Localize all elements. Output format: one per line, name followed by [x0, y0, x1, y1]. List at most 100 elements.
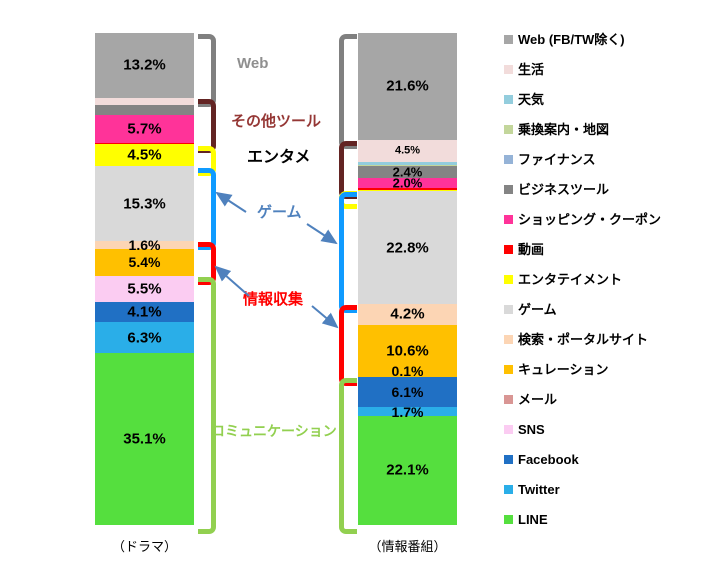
- segment-value-label: 15.3%: [123, 195, 166, 213]
- legend-swatch-icon: [504, 184, 513, 194]
- legend-item: キュレーション: [504, 354, 661, 384]
- bracket-web: [339, 34, 357, 149]
- legend-swatch-icon: [504, 394, 513, 404]
- connector-arrow: [311, 305, 339, 329]
- axis-label-drama: （ドラマ）: [111, 539, 177, 554]
- segment-value-label: 22.1%: [386, 461, 429, 479]
- legend-swatch-icon: [504, 244, 513, 254]
- segment-value-label: 4.2%: [390, 305, 425, 323]
- segment-value-label: 5.7%: [127, 120, 162, 138]
- legend-swatch-icon: [504, 64, 513, 74]
- axis-label-info: （情報番組）: [368, 539, 447, 554]
- legend-label: メール: [518, 391, 558, 407]
- bar-segment: 4.2%: [358, 303, 457, 325]
- bar-segment: [95, 143, 194, 145]
- legend-item: SNS: [504, 414, 661, 444]
- segment-value-label: 13.2%: [123, 56, 166, 74]
- legend-item: ビジネスツール: [504, 174, 661, 204]
- legend-label: 検索・ポータルサイト: [518, 331, 649, 347]
- legend-item: 検索・ポータルサイト: [504, 324, 661, 354]
- bracket-web: [198, 34, 216, 107]
- group-label-comm: コミュニケーション: [211, 423, 337, 439]
- bar-segment: [95, 104, 194, 116]
- bracket-comm: [198, 276, 216, 534]
- bracket-tools: [198, 98, 216, 154]
- bracket-info: [198, 242, 216, 285]
- bracket-info: [339, 304, 357, 386]
- legend-label: 乗換案内・地図: [518, 121, 610, 137]
- legend-swatch-icon: [504, 274, 513, 284]
- legend-item: メール: [504, 384, 661, 414]
- bar-segment: 4.5%: [95, 144, 194, 167]
- connector-arrow: [215, 191, 247, 213]
- bracket-comm: [339, 377, 357, 534]
- bar-segment: 21.6%: [358, 33, 457, 140]
- bar-segment: 22.8%: [358, 191, 457, 304]
- legend-swatch-icon: [504, 214, 513, 224]
- segment-value-label: 0.1%: [391, 363, 424, 380]
- segment-value-label: 10.6%: [386, 342, 429, 360]
- bar-segment: 4.5%: [358, 139, 457, 162]
- bar-segment: [358, 187, 457, 190]
- bar-segment: [358, 189, 457, 192]
- legend-item: LINE: [504, 504, 661, 534]
- bar-segment: [358, 161, 457, 165]
- legend-item: 乗換案内・地図: [504, 114, 661, 144]
- bar-segment: 1.7%: [358, 405, 457, 419]
- legend: Web (FB/TW除く) 生活天気乗換案内・地図 ファイナンス ビジネスツールショッ…: [504, 24, 661, 534]
- legend-label: ファイナンス: [518, 151, 596, 167]
- bar-segment: 22.1%: [358, 415, 457, 525]
- legend-label: ゲーム: [518, 301, 557, 317]
- legend-label: キュレーション: [518, 361, 609, 377]
- bar-segment: 2.0%: [358, 175, 457, 191]
- bar-segment: 5.5%: [95, 275, 194, 303]
- legend-label: SNS: [518, 421, 545, 437]
- legend-item: 生活: [504, 54, 661, 84]
- group-label-tools: その他ツール: [231, 113, 322, 130]
- segment-value-label: 4.5%: [127, 146, 162, 164]
- bar-segment: 1.6%: [95, 237, 194, 254]
- legend-item: エンタテイメント: [504, 264, 661, 294]
- legend-swatch-icon: [504, 304, 513, 314]
- legend-swatch-icon: [504, 34, 513, 44]
- segment-value-label: 22.8%: [386, 239, 429, 257]
- legend-swatch-icon: [504, 454, 513, 464]
- legend-swatch-icon: [504, 484, 513, 494]
- legend-item: Facebook: [504, 444, 661, 474]
- segment-value-label: 6.1%: [391, 384, 424, 401]
- group-label-web: Web: [237, 55, 269, 72]
- legend-label: ショッピング・クーポン: [518, 211, 662, 227]
- legend-label: 天気: [518, 91, 545, 107]
- segment-value-label: 2.0%: [392, 175, 423, 191]
- segment-value-label: 21.6%: [386, 77, 429, 95]
- group-label-game: ゲーム: [257, 204, 302, 221]
- segment-value-label: 5.5%: [127, 280, 162, 298]
- bar-segment: 35.1%: [95, 353, 194, 525]
- legend-item: Twitter: [504, 474, 661, 504]
- legend-item: 天気: [504, 84, 661, 114]
- connector-arrow: [306, 223, 338, 245]
- bar-segment: [358, 164, 457, 167]
- legend-swatch-icon: [504, 334, 513, 344]
- bar-segment: 5.4%: [95, 249, 194, 276]
- legend-label: 生活: [518, 61, 545, 77]
- legend-swatch-icon: [504, 154, 513, 164]
- legend-swatch-icon: [504, 124, 513, 134]
- bar-segment: 6.1%: [358, 377, 457, 408]
- legend-label: 動画: [518, 241, 545, 257]
- legend-label: LINE: [518, 511, 548, 527]
- segment-value-label: 4.5%: [394, 144, 421, 157]
- segment-value-label: 1.6%: [128, 237, 161, 254]
- legend-swatch-icon: [504, 364, 513, 374]
- legend-swatch-icon: [504, 514, 513, 524]
- bar-segment: [95, 97, 194, 105]
- legend-label: Facebook: [518, 451, 579, 467]
- legend-label: ビジネスツール: [518, 181, 610, 197]
- bar-segment: 5.7%: [95, 115, 194, 144]
- legend-item: ショッピング・クーポン: [504, 204, 661, 234]
- legend-label: Web (FB/TW除く): [518, 31, 625, 47]
- bar-segment: 2.4%: [358, 166, 457, 179]
- bar-segment: 15.3%: [95, 166, 194, 242]
- group-label-entame: エンタメ: [247, 149, 311, 166]
